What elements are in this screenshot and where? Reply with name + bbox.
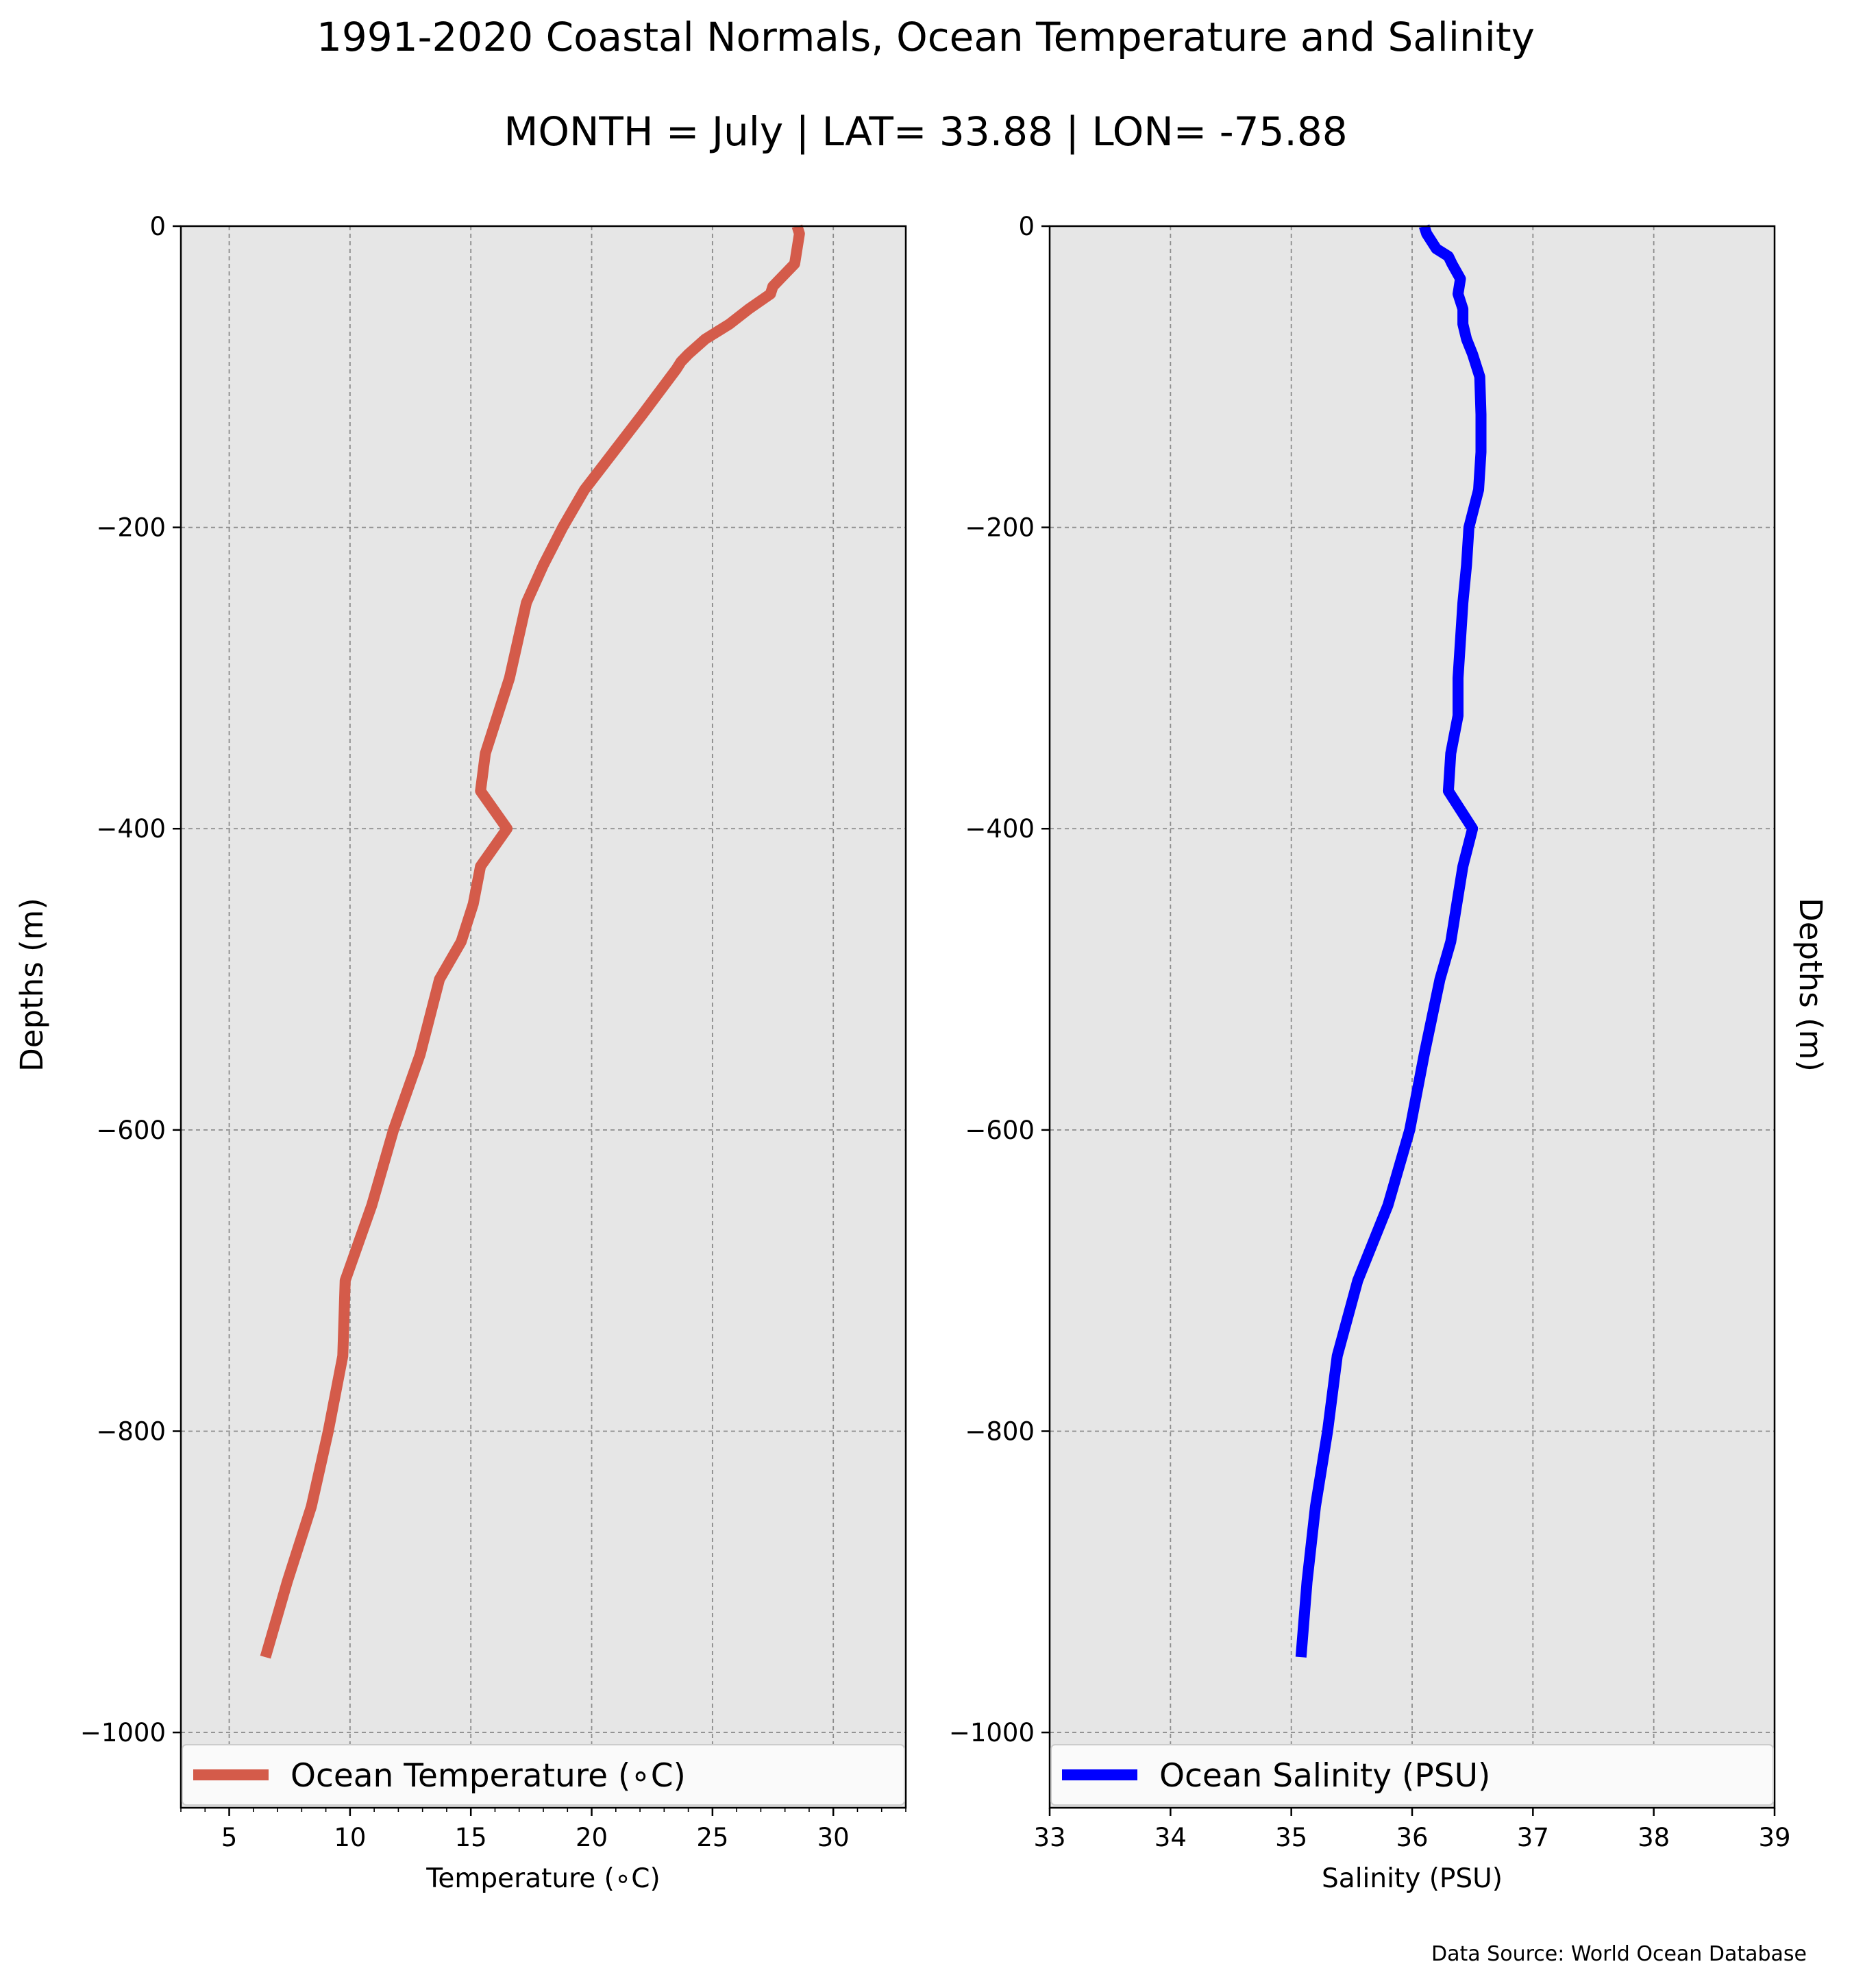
x-tick-label: 25: [696, 1823, 728, 1852]
x-tick-label: 37: [1517, 1823, 1549, 1852]
x-tick-label: 34: [1155, 1823, 1187, 1852]
plot-background: [1050, 226, 1775, 1808]
y-tick-label: −1000: [80, 1718, 166, 1747]
legend: Ocean Temperature (∘C): [182, 1744, 905, 1806]
y-tick-label: −800: [965, 1416, 1035, 1446]
y-tick-label: −600: [965, 1116, 1035, 1145]
legend-label: Ocean Temperature (∘C): [291, 1757, 686, 1795]
x-tick-label: 30: [817, 1823, 850, 1852]
y-tick-label: −200: [965, 513, 1035, 543]
x-axis-label: Temperature (∘C): [425, 1863, 660, 1894]
x-axis-label: Salinity (PSU): [1322, 1863, 1503, 1894]
temperature-plot: 5 10 15 20 25 30 0 −200 −400 −600 −800 −1000 Tempera…: [80, 212, 907, 1894]
y-tick-label: 0: [1018, 212, 1035, 241]
x-tick-label: 5: [221, 1823, 238, 1852]
x-tick-label: 35: [1275, 1823, 1307, 1852]
x-tick-label: 20: [576, 1823, 608, 1852]
x-tick-label: 10: [334, 1823, 366, 1852]
legend-box: [182, 1744, 905, 1806]
series-line: [1295, 224, 1487, 1658]
x-tick-label: 36: [1396, 1823, 1428, 1852]
legend-box: [1050, 1744, 1774, 1806]
right-y-axis-label: Depths (m): [1792, 898, 1829, 1072]
x-tick-label: 39: [1758, 1823, 1790, 1852]
series-line: [260, 224, 805, 1659]
data-source-note: Data Source: World Ocean Database: [1431, 1942, 1807, 1966]
y-tick-label: 0: [149, 212, 166, 241]
y-tick-label: −400: [965, 814, 1035, 844]
x-tick-label: 38: [1638, 1823, 1670, 1852]
left-y-axis-label: Depths (m): [14, 898, 50, 1072]
legend: Ocean Salinity (PSU): [1050, 1744, 1774, 1806]
y-tick-label: −1000: [949, 1718, 1035, 1747]
y-tick-label: −400: [96, 814, 166, 844]
x-tick-label: 33: [1033, 1823, 1065, 1852]
salinity-plot: 33 34 35 36 37 38 39 0 −200 −400 −600 −800 −1000 Sali…: [949, 212, 1791, 1894]
x-tick-label: 15: [455, 1823, 487, 1852]
y-tick-label: −800: [96, 1416, 166, 1446]
legend-label: Ocean Salinity (PSU): [1159, 1757, 1490, 1795]
figure-title: 1991-2020 Coastal Normals, Ocean Tempera…: [317, 14, 1535, 60]
y-tick-label: −600: [96, 1116, 166, 1145]
figure-subtitle: MONTH = July | LAT= 33.88 | LON= -75.88: [504, 108, 1347, 155]
y-tick-label: −200: [96, 513, 166, 543]
